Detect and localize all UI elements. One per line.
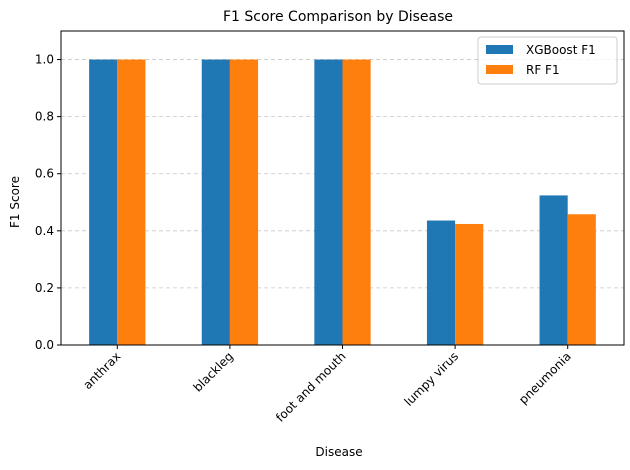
x-tick-label: lumpy virus — [402, 349, 462, 409]
bars — [89, 59, 596, 345]
y-tick-label: 1.0 — [35, 53, 54, 67]
bar-rf-f1 — [567, 214, 596, 345]
x-tick-label: blackleg — [191, 349, 236, 394]
legend-label: XGBoost F1 — [526, 43, 596, 57]
legend-swatch — [486, 45, 513, 54]
legend: XGBoost F1 RF F1 — [477, 36, 618, 85]
bar-xgboost-f1 — [314, 59, 343, 345]
bar-xgboost-f1 — [426, 220, 456, 345]
legend-label: RF F1 — [526, 63, 560, 77]
y-tick-label: 0.2 — [35, 281, 54, 295]
x-ticks: anthrax blackleg foot and mouth lumpy virus… — [81, 345, 574, 425]
bar-rf-f1 — [342, 59, 371, 345]
chart-title: F1 Score Comparison by Disease — [223, 9, 453, 25]
bar-xgboost-f1 — [539, 195, 568, 345]
y-tick-label: 0.4 — [35, 224, 54, 238]
bar-rf-f1 — [117, 59, 146, 345]
bar-rf-f1 — [455, 223, 484, 345]
x-tick-label: anthrax — [81, 349, 124, 392]
y-tick-label: 0.6 — [35, 167, 54, 181]
bar-rf-f1 — [229, 59, 259, 345]
legend-swatch — [486, 65, 513, 74]
x-axis-label: Disease — [315, 445, 362, 459]
y-ticks: 0.0 0.2 0.4 0.6 0.8 1.0 — [35, 53, 61, 352]
x-tick-label: foot and mouth — [273, 349, 348, 424]
bar-xgboost-f1 — [201, 59, 230, 345]
y-tick-label: 0.8 — [35, 110, 54, 124]
bar-xgboost-f1 — [89, 59, 118, 345]
x-tick-label: pneumonia — [516, 349, 574, 407]
y-axis-label: F1 Score — [8, 176, 22, 228]
y-tick-label: 0.0 — [35, 338, 54, 352]
